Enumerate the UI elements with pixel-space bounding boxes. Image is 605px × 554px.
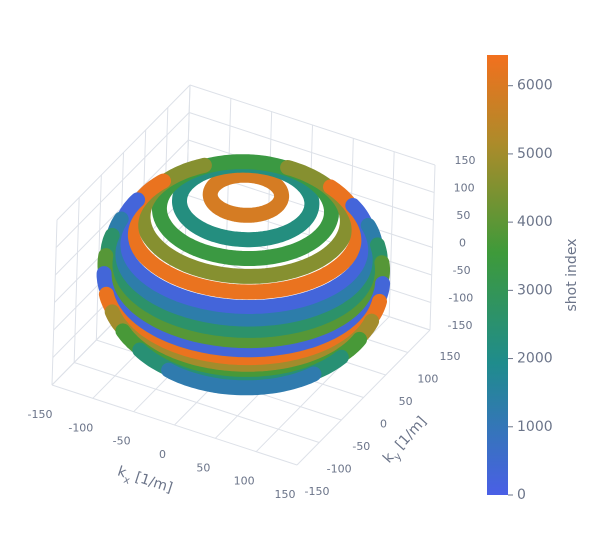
colorbar-tick-label: 1000: [517, 419, 553, 435]
colorbar-tick-label: 6000: [517, 78, 553, 94]
marks: [96, 154, 391, 396]
y-tick-label: -50: [352, 440, 370, 453]
z-tick-label: 150: [455, 154, 476, 167]
grid-line: [189, 84, 436, 166]
colorbar-tick-label: 5000: [517, 146, 553, 162]
x-axis-title-part: [1/m]: [129, 468, 174, 496]
x-axis-title: kx [1/m]: [114, 464, 174, 500]
ring: [202, 167, 290, 223]
y-tick-label: 150: [440, 350, 461, 363]
colorbar-title: shot index: [564, 239, 580, 312]
x-tick-label: -50: [113, 435, 131, 448]
ring: [172, 157, 320, 248]
y-axis-title-part: y: [392, 451, 404, 463]
z-tick-label: 0: [459, 237, 466, 250]
z-tick-label: -50: [453, 264, 471, 277]
x-tick-label: 150: [275, 488, 296, 501]
grid-line: [51, 384, 298, 466]
colorbar-tick-label: 3000: [517, 282, 553, 298]
x-tick-label: 0: [159, 448, 166, 461]
colorbar-tick-label: 4000: [517, 214, 553, 230]
grid-line: [56, 84, 191, 221]
colorbar-tick-label: 0: [517, 487, 526, 503]
ring: [161, 362, 322, 396]
x-tick-label: -100: [68, 421, 93, 434]
colorbar-tick-label: 2000: [517, 351, 553, 367]
y-tick-label: -100: [327, 463, 352, 476]
x-tick-label: 100: [234, 475, 255, 488]
y-axis-title-part: [1/m]: [389, 414, 429, 456]
z-tick-label: -100: [448, 292, 473, 305]
grid-line: [55, 112, 190, 248]
grid-line: [74, 362, 320, 443]
z-tick-label: -150: [448, 319, 473, 332]
y-tick-label: 50: [399, 395, 413, 408]
x-tick-label: 50: [196, 461, 210, 474]
y-axis-title: ky [1/m]: [380, 414, 432, 469]
y-tick-label: -150: [305, 485, 330, 498]
x-axis-title-part: x: [122, 474, 131, 486]
grid-line: [189, 112, 435, 193]
x-tick-label: -150: [28, 408, 53, 421]
y-tick-label: 0: [380, 418, 387, 431]
z-tick-label: 100: [454, 182, 475, 195]
z-tick-label: 50: [456, 209, 470, 222]
colorbar: [487, 55, 508, 495]
y-tick-label: 100: [417, 373, 438, 386]
